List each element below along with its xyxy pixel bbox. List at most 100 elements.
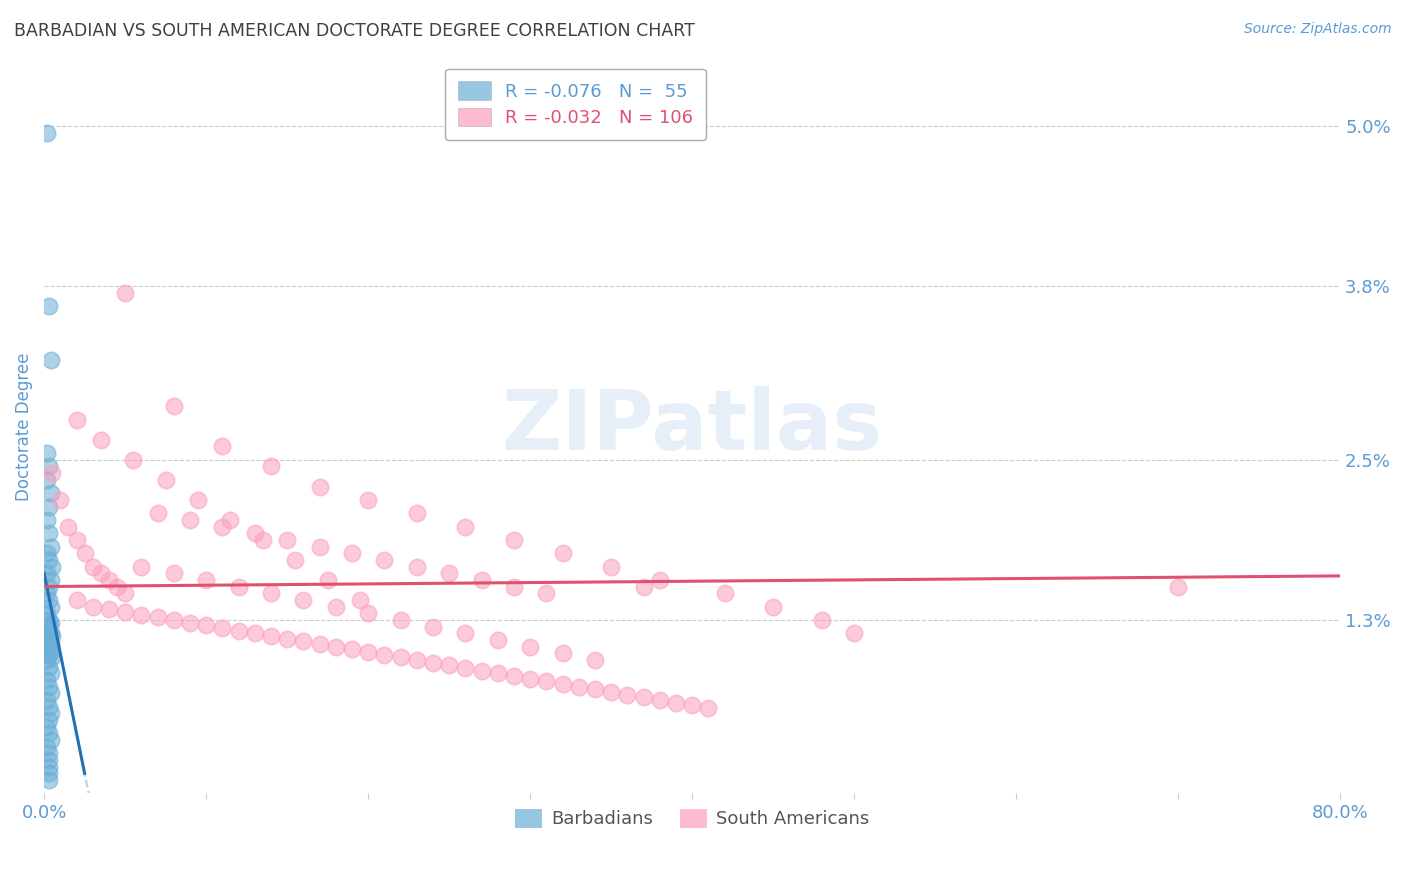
Point (422, 656, 444, 670)
Point (146, 506, 169, 520)
Point (37, 126, 59, 140)
Point (486, 666, 509, 681)
Point (39, 626, 62, 640)
Point (73, 546, 96, 560)
Point (405, 506, 427, 520)
Point (39, 486, 62, 500)
Point (665, 696, 688, 710)
Point (437, 658, 460, 673)
Point (37, 586, 59, 600)
Point (503, 533, 526, 547)
Point (37, 673, 59, 687)
Point (568, 680, 591, 694)
Point (37, 739, 59, 754)
Point (38, 459, 60, 474)
Point (41, 629, 63, 643)
Point (38, 747, 60, 761)
Point (39, 352, 62, 367)
Point (163, 613, 186, 627)
Point (810, 613, 832, 627)
Point (292, 634, 315, 648)
Point (38, 613, 60, 627)
Point (187, 492, 209, 507)
Point (38, 526, 60, 541)
Point (38, 772, 60, 787)
Point (583, 682, 606, 697)
Point (82, 599, 104, 614)
Point (471, 573, 494, 587)
Point (146, 610, 169, 624)
Point (114, 286, 136, 301)
Point (37, 693, 59, 707)
Point (308, 479, 330, 493)
Point (38, 553, 60, 567)
Point (357, 492, 380, 507)
Point (39, 645, 62, 659)
Y-axis label: Doctorate Degree: Doctorate Degree (15, 352, 32, 500)
Point (38, 618, 60, 632)
Point (39, 615, 62, 630)
Point (228, 580, 250, 594)
Point (325, 599, 347, 614)
Point (243, 626, 266, 640)
Point (340, 642, 363, 657)
Point (292, 593, 315, 607)
Point (454, 519, 477, 533)
Point (503, 580, 526, 594)
Point (41, 650, 63, 665)
Point (38, 713, 60, 727)
Point (37, 642, 59, 657)
Text: BARBADIAN VS SOUTH AMERICAN DOCTORATE DEGREE CORRELATION CHART: BARBADIAN VS SOUTH AMERICAN DOCTORATE DE… (14, 22, 695, 40)
Text: ZIPatlas: ZIPatlas (502, 386, 883, 467)
Point (131, 607, 153, 622)
Point (65, 533, 87, 547)
Point (39, 733, 62, 747)
Point (37, 621, 59, 635)
Point (316, 573, 339, 587)
Point (179, 615, 201, 630)
Point (681, 698, 703, 713)
Point (211, 440, 233, 454)
Point (38, 680, 60, 694)
Point (114, 586, 136, 600)
Point (37, 720, 59, 734)
Point (97, 573, 120, 587)
Point (252, 533, 274, 547)
Point (405, 559, 427, 574)
Point (38, 640, 60, 654)
Point (389, 613, 412, 627)
Point (437, 566, 460, 581)
Point (41, 559, 63, 574)
Point (39, 637, 62, 651)
Point (600, 685, 623, 699)
Point (633, 690, 655, 705)
Point (37, 446, 59, 460)
Point (243, 526, 266, 541)
Point (131, 559, 153, 574)
Point (583, 653, 606, 667)
Point (38, 648, 60, 662)
Point (37, 566, 59, 581)
Point (697, 701, 720, 715)
Point (260, 629, 283, 643)
Point (155, 473, 177, 487)
Point (648, 573, 671, 587)
Point (39, 686, 62, 700)
Point (38, 759, 60, 773)
Point (284, 553, 307, 567)
Point (38, 624, 60, 638)
Point (211, 519, 233, 533)
Point (38, 753, 60, 767)
Point (39, 599, 62, 614)
Point (713, 586, 735, 600)
Point (122, 453, 145, 467)
Point (349, 593, 371, 607)
Point (114, 605, 136, 619)
Point (762, 599, 785, 614)
Point (454, 626, 477, 640)
Legend: Barbadians, South Americans: Barbadians, South Americans (508, 802, 876, 836)
Point (219, 513, 242, 527)
Point (308, 637, 330, 651)
Point (38, 726, 60, 740)
Point (179, 513, 201, 527)
